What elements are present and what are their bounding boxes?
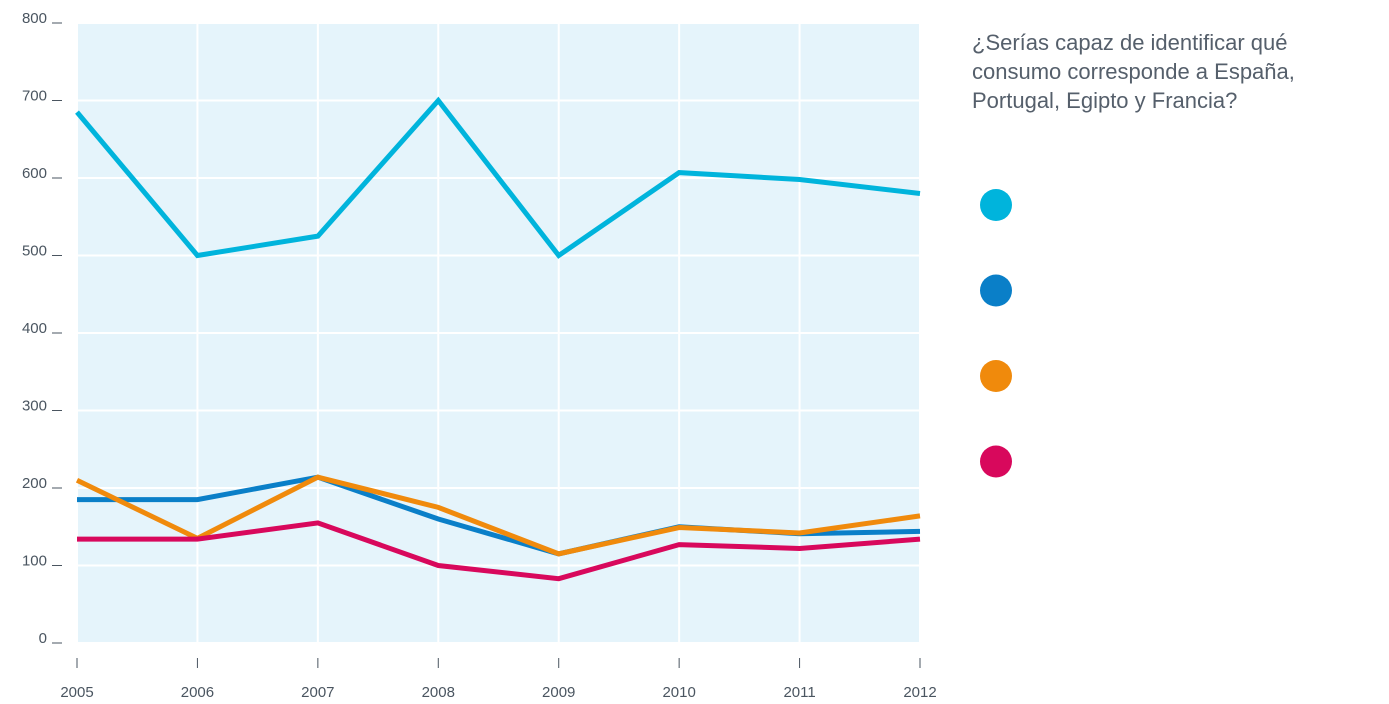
y-tick-label: 300 [22, 397, 47, 414]
y-tick-label: 600 [22, 165, 47, 182]
series-line [75, 474, 921, 557]
x-tick-label: 2005 [60, 684, 93, 701]
y-tick-label: 700 [22, 87, 47, 104]
legend-dot [980, 360, 1012, 392]
y-tick-label: 400 [22, 320, 47, 337]
y-tick-label: 0 [39, 630, 47, 647]
x-tick-label: 2012 [903, 684, 936, 701]
legend-dot [980, 189, 1012, 221]
y-tick-label: 100 [22, 552, 47, 569]
legend-dot [980, 274, 1012, 307]
legend-dot [980, 445, 1012, 478]
x-tick-label: 2010 [662, 684, 695, 701]
y-tick-label: 500 [22, 242, 47, 259]
x-tick-label: 2008 [422, 684, 455, 701]
x-tick-label: 2007 [301, 684, 334, 701]
series-line [77, 520, 921, 582]
x-tick-label: 2006 [181, 684, 214, 701]
question-text: ¿Serías capaz de identificar qué consumo… [972, 30, 1295, 113]
y-tick-label: 200 [22, 475, 47, 492]
x-tick-label: 2011 [783, 684, 815, 701]
series-line [75, 96, 921, 259]
y-tick-label: 800 [22, 10, 47, 27]
x-tick-label: 2009 [542, 684, 575, 701]
